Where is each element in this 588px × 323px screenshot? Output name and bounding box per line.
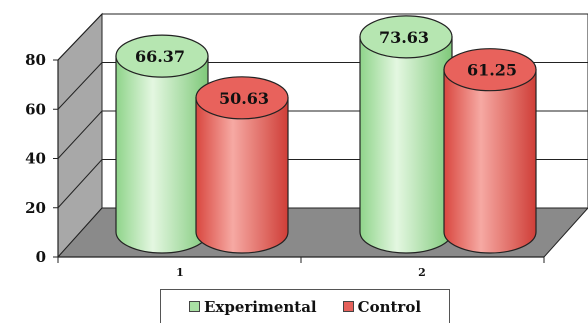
- legend-label-experimental: Experimental: [204, 298, 317, 316]
- data-label-experimental-2: 73.63: [379, 28, 429, 47]
- legend: Experimental Control: [160, 289, 450, 323]
- y-tick-label-0: 0: [36, 248, 46, 266]
- data-label-experimental-1: 66.37: [135, 47, 185, 66]
- y-axis: 0 20 40 60 80: [25, 51, 58, 266]
- y-tick-label-60: 60: [25, 100, 46, 118]
- x-tick-label-2: 2: [418, 266, 426, 279]
- bar-body-experimental-1: [116, 56, 208, 253]
- legend-swatch-control: [343, 301, 354, 312]
- legend-item-experimental: Experimental: [189, 298, 317, 316]
- y-tick-label-20: 20: [25, 199, 46, 217]
- bar-body-control-2: [444, 70, 536, 253]
- x-tick-label-1: 1: [176, 266, 184, 279]
- y-tick-label-80: 80: [25, 51, 46, 69]
- data-label-control-2: 61.25: [467, 61, 517, 80]
- bar-experimental-1: 66.37: [116, 35, 208, 253]
- bar-body-control-1: [196, 98, 288, 253]
- bar-experimental-2: 73.63: [360, 16, 452, 253]
- bar-control-1: 50.63: [196, 77, 288, 253]
- y-tick-label-40: 40: [25, 150, 46, 168]
- legend-label-control: Control: [358, 298, 421, 316]
- bar-body-experimental-2: [360, 37, 452, 253]
- legend-swatch-experimental: [189, 301, 200, 312]
- bar-control-2: 61.25: [444, 49, 536, 253]
- legend-item-control: Control: [343, 298, 421, 316]
- data-label-control-1: 50.63: [219, 89, 269, 108]
